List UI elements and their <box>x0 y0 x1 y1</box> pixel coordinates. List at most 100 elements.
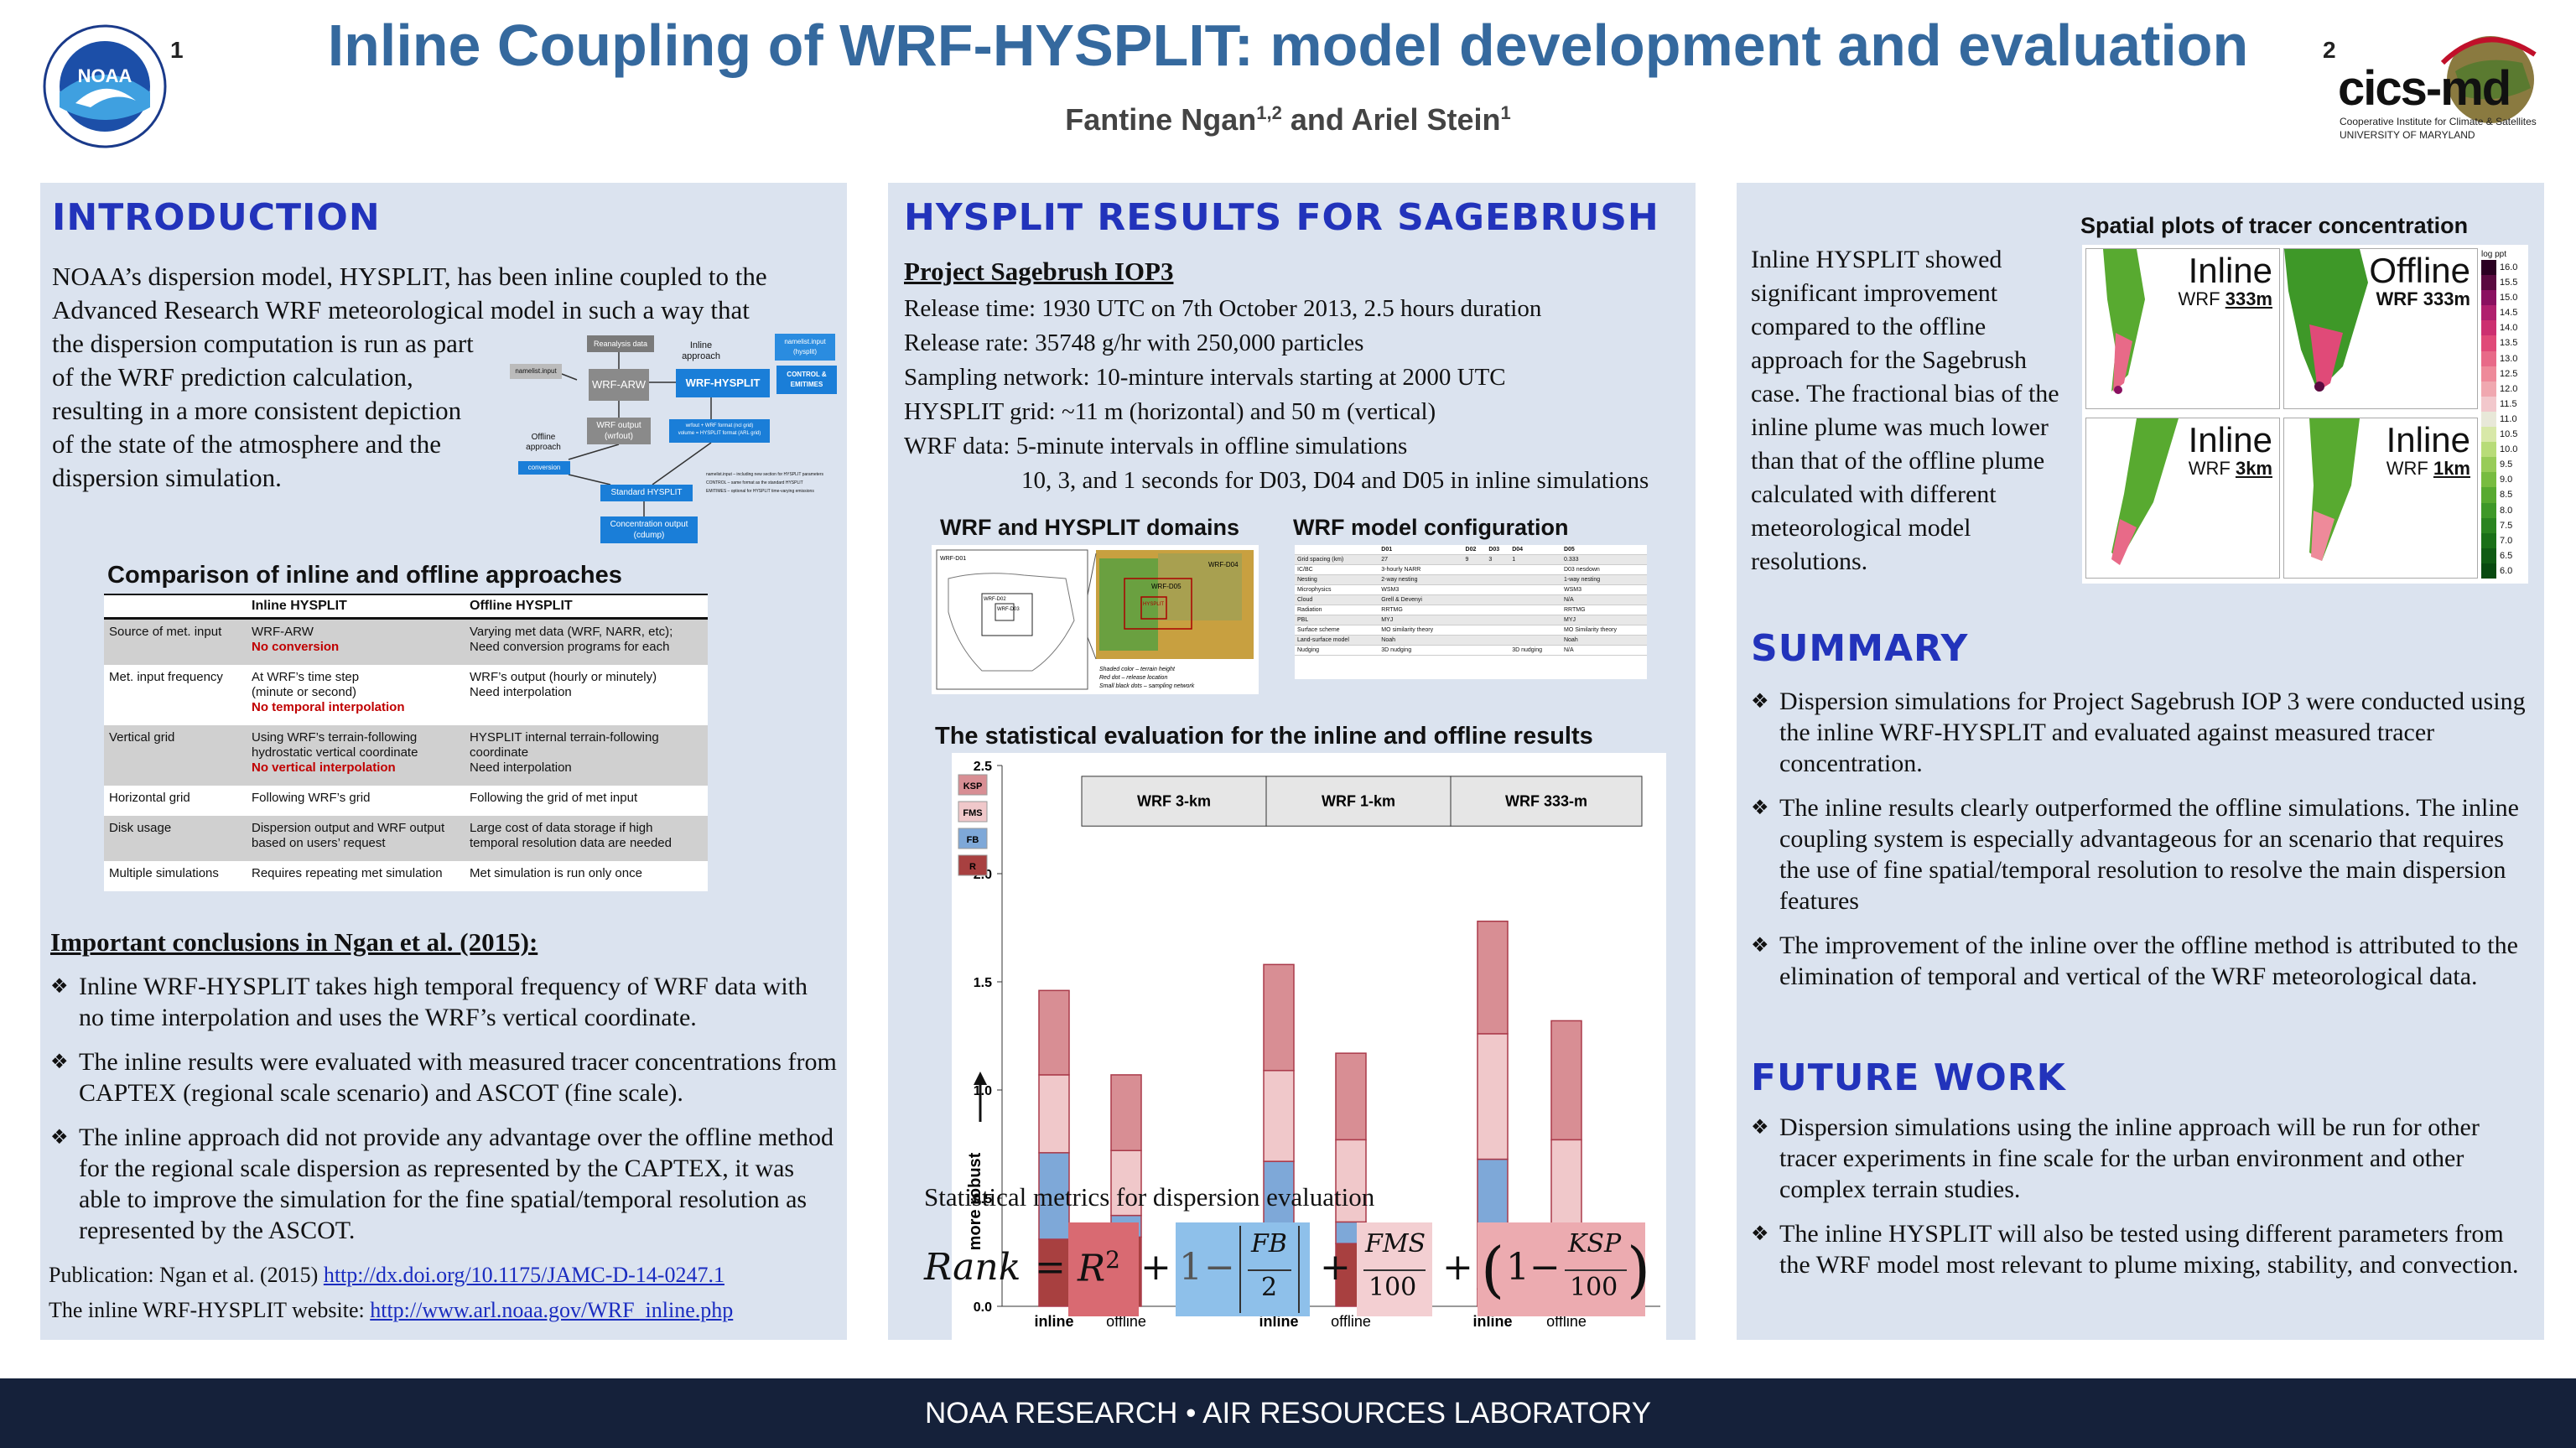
stat-eval-title: The statistical evaluation for the inlin… <box>935 723 1593 750</box>
config-cell <box>1462 584 1487 595</box>
spatial-panel-inline-3km: Inline WRF 3km <box>2085 418 2280 579</box>
legend-label: FB <box>967 835 979 845</box>
color-scale: 16.0 15.5 15.0 14.5 14.0 13.5 13.0 12.5 12.0 11.5… <box>2481 260 2527 579</box>
color-scale-tick-label: 15.5 <box>2500 278 2518 288</box>
config-cell <box>1509 615 1561 625</box>
formula-fms-fraction-bar <box>1363 1269 1426 1271</box>
cell-text: Following WRF’s grid <box>252 791 371 805</box>
formula-fms-denominator: 100 <box>1368 1273 1417 1302</box>
cell-text: Need interpolation <box>470 685 572 699</box>
authors: Fantine Ngan1,2 and Ariel Stein1 <box>0 102 2576 138</box>
domains-map: WRF-D01 WRF-D02 WRF-D03 WRF-D04 WRF-D05 … <box>936 549 1254 690</box>
bar-segment-ksp <box>1550 1020 1582 1141</box>
cell-text: At WRF’s time step <box>252 670 360 684</box>
legend-swatch <box>958 854 988 876</box>
summary-item: The inline results clearly outperformed … <box>1751 792 2535 916</box>
offline-cell: Following the grid of met input <box>465 786 708 816</box>
config-cell: WSM3 <box>1379 584 1463 595</box>
website-label: The inline WRF-HYSPLIT website: <box>49 1298 371 1322</box>
color-scale-tick-label: 6.5 <box>2500 550 2513 561</box>
color-scale-tick-label: 13.0 <box>2500 353 2518 364</box>
results-panel: HYSPLIT RESULTS FOR SAGEBRUSH Project Sa… <box>888 183 1696 1340</box>
color-scale-tick-label: 12.5 <box>2500 368 2518 379</box>
color-scale-tick-label: 14.0 <box>2500 323 2518 334</box>
table-header-inline: Inline HYSPLIT <box>247 594 465 620</box>
spatial-panel-name: Inline <box>2188 420 2272 459</box>
config-cell <box>1462 635 1487 646</box>
config-row: Land-surface model Noah Noah <box>1295 635 1647 646</box>
comparison-table-title: Comparison of inline and offline approac… <box>107 562 622 589</box>
diagram-note-1: namelist.input – including new section f… <box>706 472 823 477</box>
config-cell: Grid spacing (km) <box>1295 554 1379 565</box>
color-scale-tick-label: 10.0 <box>2500 444 2518 455</box>
config-row: Grid spacing (km) 27 9 3 1 0.333 <box>1295 554 1647 565</box>
cics-logo: cics-md Cooperative Institute for Climat… <box>2338 25 2543 147</box>
color-scale-tick-label: 8.5 <box>2500 490 2513 501</box>
spatial-panel-resolution: WRF 333m <box>2179 289 2272 309</box>
color-scale-swatch <box>2481 411 2496 428</box>
color-scale-tick-label: 9.5 <box>2500 459 2513 470</box>
metrics-title: Statistical metrics for dispersion evalu… <box>924 1182 1375 1212</box>
spatial-plots-title: Spatial plots of tracer concentration <box>2080 213 2469 238</box>
spatial-panel-label: Inline WRF 333m <box>2179 252 2272 309</box>
formula-fb-minus: − <box>1204 1246 1235 1289</box>
config-cell: Grell & Devenyi <box>1379 594 1463 605</box>
color-scale-tick-label: 11.0 <box>2500 413 2517 424</box>
config-cell: MO similarity theory <box>1379 625 1463 636</box>
plume-plot <box>2284 249 2368 392</box>
inline-cell: At WRF’s time step (minute or second) No t… <box>247 665 465 725</box>
config-cell <box>1462 625 1487 636</box>
domain-legend-3: Small black dots – sampling network <box>1099 683 1195 689</box>
future-work-list: Dispersion simulations using the inline … <box>1751 1112 2535 1294</box>
comparison-table-row: Disk usage Dispersion output and WRF outp… <box>104 816 708 861</box>
y-axis-arrow-head <box>974 1072 987 1085</box>
formula-ksp-one: 1 <box>1506 1246 1530 1289</box>
config-row: PBL MYJ MYJ <box>1295 615 1647 625</box>
comparison-table-wrapper: Inline HYSPLIT Offline HYSPLIT Source of… <box>104 594 708 891</box>
config-cell <box>1462 564 1487 575</box>
cell-text: WRF-ARW <box>252 625 314 639</box>
future-work-item: Dispersion simulations using the inline … <box>1751 1112 2535 1205</box>
color-scale-tick-label: 7.5 <box>2500 520 2513 531</box>
rank-formula: Rank = R2 + 1 − FB 2 + FMS 100 + ( 1 − K… <box>924 1222 1679 1316</box>
config-cell: Noah <box>1379 635 1463 646</box>
config-cell: WSM3 <box>1561 584 1647 595</box>
namelist-box: namelist.input <box>510 364 562 379</box>
config-cell: D03 <box>1486 545 1510 555</box>
config-cell: D02 <box>1462 545 1487 555</box>
color-scale-swatch <box>2481 457 2496 473</box>
group-header-box <box>1450 776 1643 827</box>
spatial-description: Inline HYSPLIT showed significant improv… <box>1751 246 2059 575</box>
footer-bar: NOAA RESEARCH • AIR RESOURCES LABORATORY <box>0 1378 2576 1448</box>
cell-text: temporal resolution data are needed <box>470 836 672 850</box>
publication-link[interactable]: http://dx.doi.org/10.1175/JAMC-D-14-0247… <box>323 1263 724 1287</box>
color-scale-swatch <box>2481 275 2496 291</box>
config-cell: 1-way nesting <box>1561 574 1647 585</box>
group-header-label: WRF 3-km <box>1137 793 1211 810</box>
inline-cell: Following WRF’s grid <box>247 786 465 816</box>
offline-cell: Large cost of data storage if high tempor… <box>465 816 708 861</box>
standard-hysplit-box: Standard HYSPLIT <box>600 485 693 501</box>
spatial-panel-sub: WRF <box>2188 458 2236 479</box>
bar-segment-ksp <box>1110 1074 1142 1151</box>
color-scale-tick-label: 12.0 <box>2500 383 2518 394</box>
spatial-plots-figure: Inline WRF 333m Offline WRF 333m Inline WRF… <box>2082 245 2528 584</box>
legend-label: R <box>969 862 976 872</box>
config-cell: Microphysics <box>1295 584 1379 595</box>
bar-segment-ksp <box>1335 1052 1367 1141</box>
cell-highlight: No temporal interpolation <box>252 700 405 714</box>
config-cell: 0.333 <box>1561 554 1647 565</box>
config-header-row: D01 D02 D03 D04 D05 <box>1295 545 1647 555</box>
conclusions-list: Inline WRF-HYSPLIT takes high temporal f… <box>50 971 839 1259</box>
detail-hysplit-grid: HYSPLIT grid: ~11 m (horizontal) and 50 … <box>904 398 1436 425</box>
website-link[interactable]: http://www.arl.noaa.gov/WRF_inline.php <box>370 1298 734 1322</box>
config-cell <box>1509 574 1561 585</box>
config-row: Microphysics WSM3 WSM3 <box>1295 584 1647 595</box>
config-cell: D05 <box>1561 545 1647 555</box>
spatial-panel-res: 1km <box>2433 458 2470 479</box>
comparison-table-row: Source of met. input WRF-ARW No conversion… <box>104 618 708 665</box>
formula-ksp-lparen: ( <box>1481 1234 1505 1305</box>
wrf-arw-box: WRF-ARW <box>589 369 649 401</box>
plume-plot <box>2111 418 2179 565</box>
config-cell: RRTMG <box>1561 605 1647 615</box>
